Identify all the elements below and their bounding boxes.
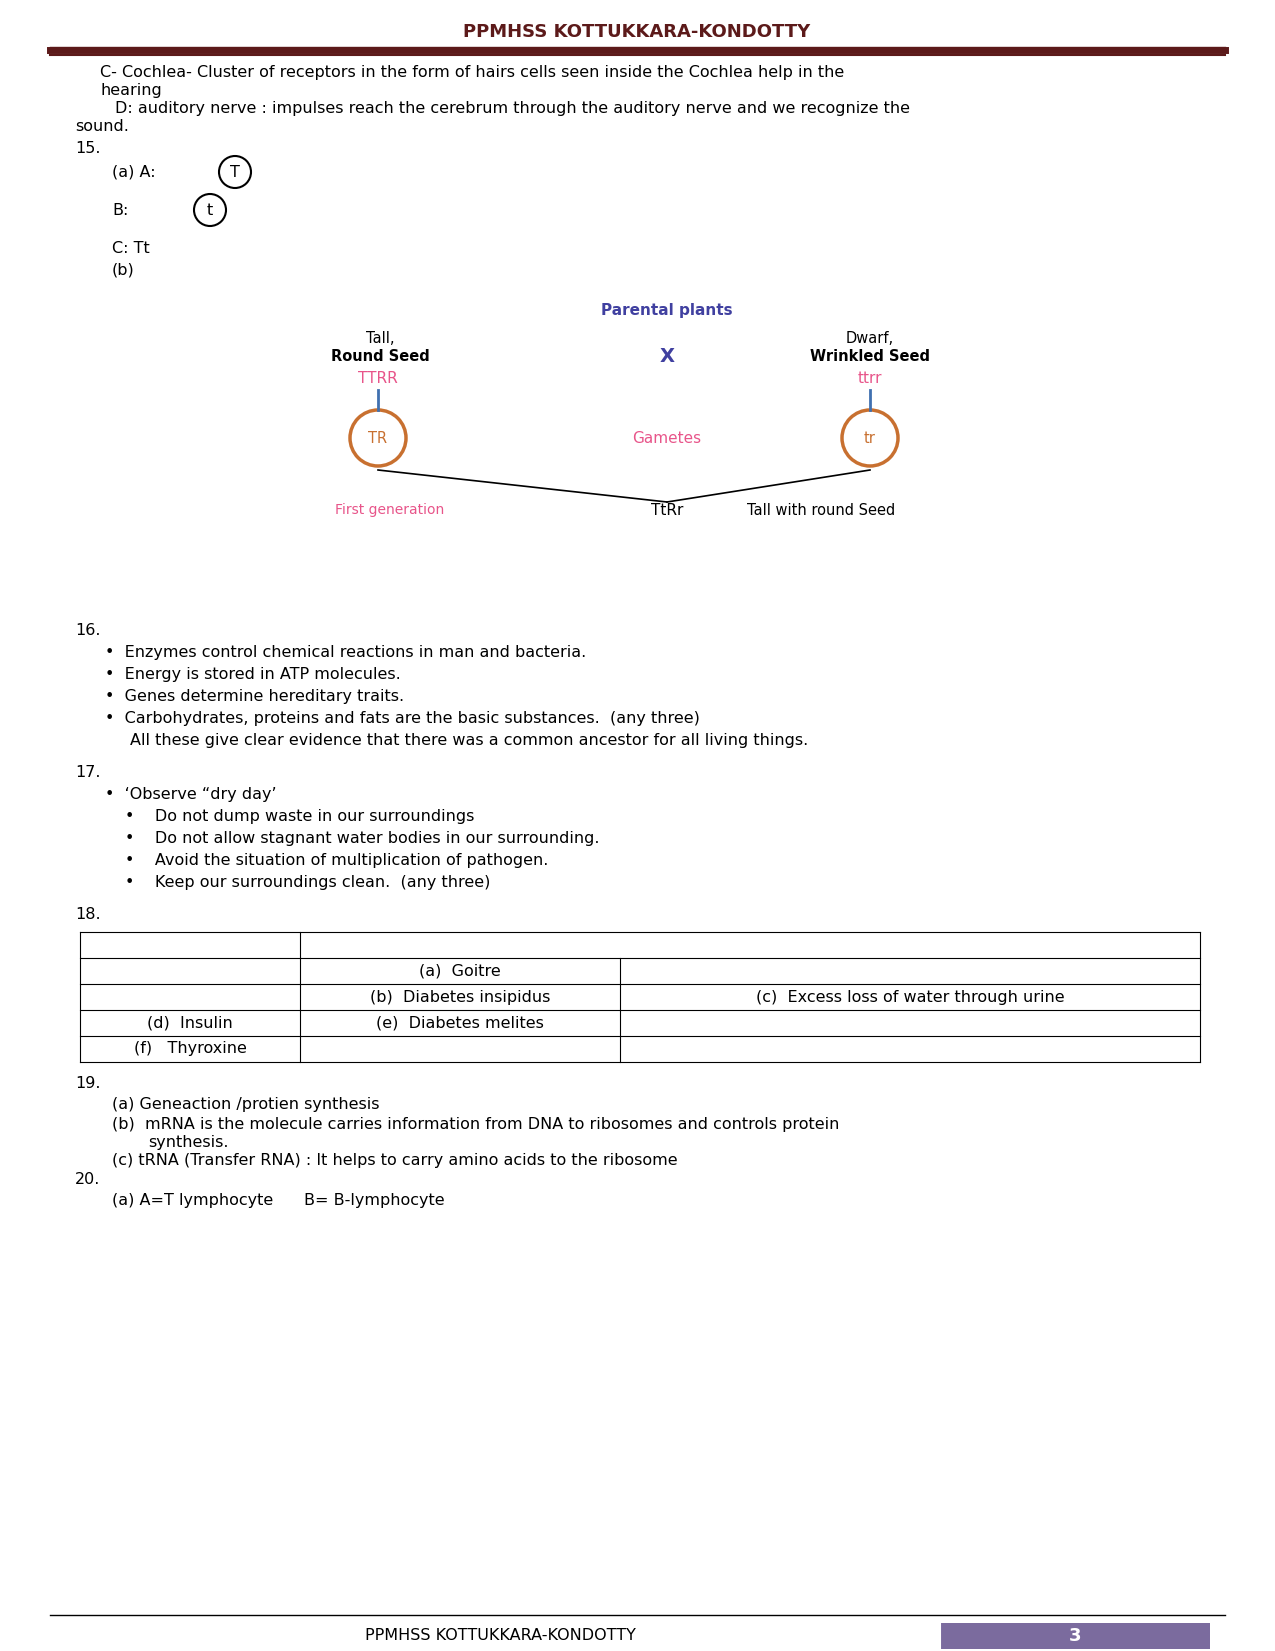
Text: (f)   Thyroxine: (f) Thyroxine xyxy=(134,1042,246,1057)
Text: ttrr: ttrr xyxy=(858,370,882,385)
Text: (a) A=T lymphocyte      B= B-lymphocyte: (a) A=T lymphocyte B= B-lymphocyte xyxy=(112,1192,445,1207)
Text: All these give clear evidence that there was a common ancestor for all living th: All these give clear evidence that there… xyxy=(130,733,808,748)
Text: 19.: 19. xyxy=(75,1076,101,1091)
Text: (c) tRNA (Transfer RNA) : It helps to carry amino acids to the ribosome: (c) tRNA (Transfer RNA) : It helps to ca… xyxy=(112,1152,677,1167)
Text: •  Enzymes control chemical reactions in man and bacteria.: • Enzymes control chemical reactions in … xyxy=(105,644,586,659)
Text: Parental plants: Parental plants xyxy=(602,302,733,317)
Text: Wrinkled Seed: Wrinkled Seed xyxy=(810,348,929,363)
Text: Round Seed: Round Seed xyxy=(330,348,430,363)
Text: •  ‘Observe “dry day’: • ‘Observe “dry day’ xyxy=(105,786,277,801)
Text: Tall with round Seed: Tall with round Seed xyxy=(747,502,895,517)
Text: Tall,: Tall, xyxy=(366,330,394,345)
Text: •    Keep our surroundings clean.  (any three): • Keep our surroundings clean. (any thre… xyxy=(125,875,491,890)
Text: sound.: sound. xyxy=(75,119,129,134)
Text: t: t xyxy=(207,203,213,218)
Text: (d)  Insulin: (d) Insulin xyxy=(147,1015,233,1030)
Text: C- Cochlea- Cluster of receptors in the form of hairs cells seen inside the Coch: C- Cochlea- Cluster of receptors in the … xyxy=(99,64,844,79)
Text: B:: B: xyxy=(112,203,129,218)
Text: T: T xyxy=(230,165,240,180)
Text: (a) Geneaction /protien synthesis: (a) Geneaction /protien synthesis xyxy=(112,1096,380,1111)
Text: hearing: hearing xyxy=(99,83,162,97)
Text: synthesis.: synthesis. xyxy=(148,1134,228,1149)
Text: 15.: 15. xyxy=(75,140,101,155)
Text: •    Do not allow stagnant water bodies in our surrounding.: • Do not allow stagnant water bodies in … xyxy=(125,830,599,845)
Text: TtRr: TtRr xyxy=(650,502,683,517)
Text: (a)  Goitre: (a) Goitre xyxy=(419,964,501,979)
Text: PPMHSS KOTTUKKARA-KONDOTTY: PPMHSS KOTTUKKARA-KONDOTTY xyxy=(365,1628,635,1643)
Text: (c)  Excess loss of water through urine: (c) Excess loss of water through urine xyxy=(756,989,1065,1004)
Text: PPMHSS KOTTUKKARA-KONDOTTY: PPMHSS KOTTUKKARA-KONDOTTY xyxy=(463,23,811,41)
Text: TR: TR xyxy=(368,431,388,446)
Text: 17.: 17. xyxy=(75,764,101,779)
Text: (b): (b) xyxy=(112,263,135,277)
Text: First generation: First generation xyxy=(335,504,445,517)
Text: •  Genes determine hereditary traits.: • Genes determine hereditary traits. xyxy=(105,688,404,703)
Text: Dwarf,: Dwarf, xyxy=(845,330,894,345)
Text: tr: tr xyxy=(864,431,876,446)
Text: •    Do not dump waste in our surroundings: • Do not dump waste in our surroundings xyxy=(125,809,474,824)
Bar xyxy=(940,1623,1210,1649)
Text: •  Carbohydrates, proteins and fats are the basic substances.  (any three): • Carbohydrates, proteins and fats are t… xyxy=(105,710,700,725)
Text: (b)  Diabetes insipidus: (b) Diabetes insipidus xyxy=(370,989,551,1004)
Text: 3: 3 xyxy=(1068,1626,1081,1644)
Text: •  Energy is stored in ATP molecules.: • Energy is stored in ATP molecules. xyxy=(105,667,400,682)
Text: (a) A:: (a) A: xyxy=(112,165,156,180)
Text: 16.: 16. xyxy=(75,622,101,637)
Text: 18.: 18. xyxy=(75,906,101,921)
Text: (e)  Diabetes melites: (e) Diabetes melites xyxy=(376,1015,544,1030)
Text: C: Tt: C: Tt xyxy=(112,241,149,256)
Text: (b)  mRNA is the molecule carries information from DNA to ribosomes and controls: (b) mRNA is the molecule carries informa… xyxy=(112,1116,839,1131)
Text: D: auditory nerve : impulses reach the cerebrum through the auditory nerve and w: D: auditory nerve : impulses reach the c… xyxy=(115,101,910,116)
Text: •    Avoid the situation of multiplication of pathogen.: • Avoid the situation of multiplication … xyxy=(125,852,548,867)
Text: 20.: 20. xyxy=(75,1172,101,1187)
Text: Gametes: Gametes xyxy=(632,431,701,446)
Text: TTRR: TTRR xyxy=(358,370,398,385)
Text: X: X xyxy=(659,347,674,365)
